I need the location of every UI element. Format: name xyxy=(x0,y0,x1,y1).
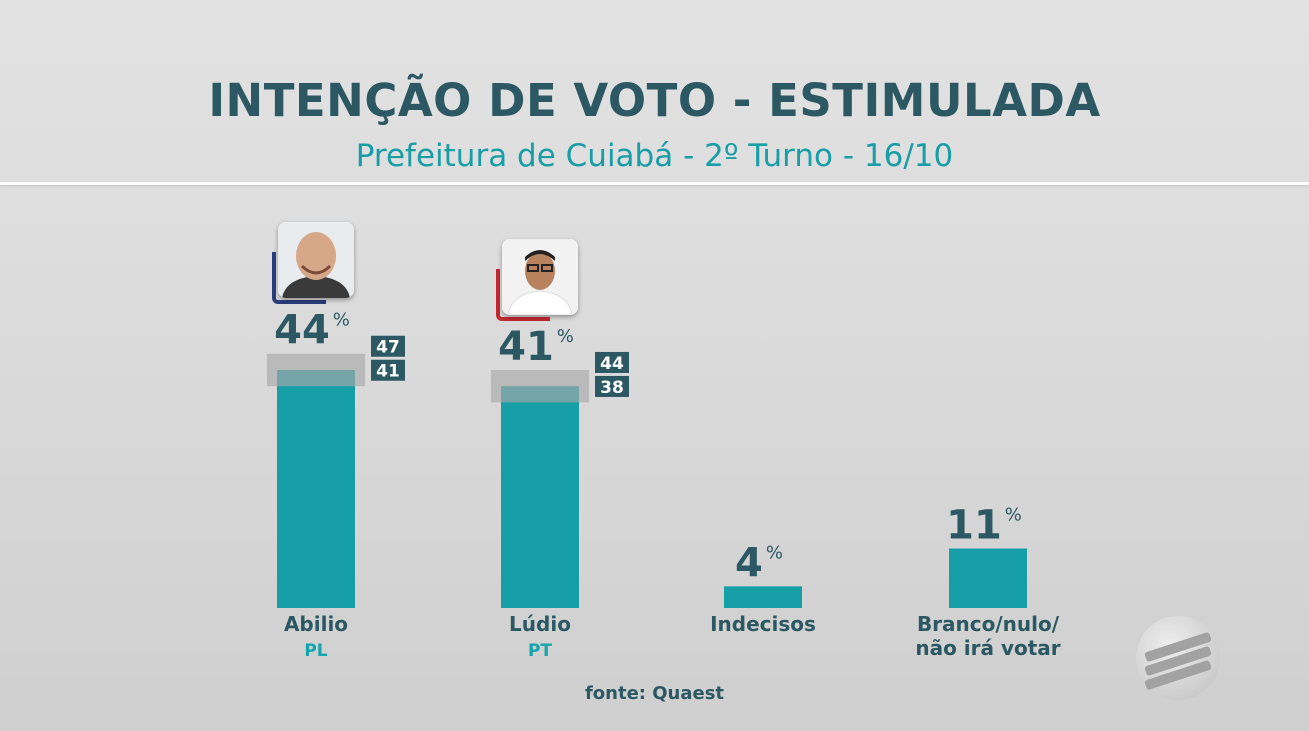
bar xyxy=(501,386,579,608)
value-label: 44% xyxy=(274,308,350,354)
category-label: Branco/nulo/ xyxy=(917,612,1060,636)
abilio-photo xyxy=(272,222,354,304)
range-low-label: 41 xyxy=(376,362,400,382)
chart-subtitle: Prefeitura de Cuiabá - 2º Turno - 16/10 xyxy=(355,138,954,174)
range-high-box xyxy=(371,335,405,357)
range-high-box xyxy=(595,351,629,373)
chart-source: fonte: Quaest xyxy=(584,683,725,704)
bar xyxy=(724,586,802,608)
party-label: PL xyxy=(304,641,327,661)
range-high-label: 44 xyxy=(600,354,624,374)
candidate-photo-icon xyxy=(502,239,578,315)
channel-logo-icon xyxy=(1136,616,1220,700)
category-label: Lúdio xyxy=(509,612,571,636)
category-label: não irá votar xyxy=(915,636,1060,660)
range-low-box xyxy=(371,359,405,381)
range-low-label: 38 xyxy=(600,378,624,398)
bar xyxy=(949,548,1027,608)
chart-header: INTENÇÃO DE VOTO - ESTIMULADA Prefeitura… xyxy=(0,0,1309,182)
header-divider xyxy=(0,182,1309,185)
pl-accent-frame xyxy=(272,252,326,304)
pt-accent-frame xyxy=(496,269,550,321)
value-label: 11% xyxy=(946,502,1022,548)
bar xyxy=(277,369,355,608)
chart-title: INTENÇÃO DE VOTO - ESTIMULADA xyxy=(208,74,1101,127)
party-label: PT xyxy=(528,641,552,661)
ludio-photo xyxy=(496,239,578,321)
value-label: 4% xyxy=(735,540,783,586)
category-label: Indecisos xyxy=(710,612,816,636)
candidate-photo-icon xyxy=(278,222,354,298)
range-low-box xyxy=(595,375,629,397)
margin-of-error-band xyxy=(267,353,365,387)
category-label: Abilio xyxy=(284,612,348,636)
margin-of-error-band xyxy=(491,369,589,403)
value-label: 41% xyxy=(498,324,574,370)
range-high-label: 47 xyxy=(376,338,400,358)
